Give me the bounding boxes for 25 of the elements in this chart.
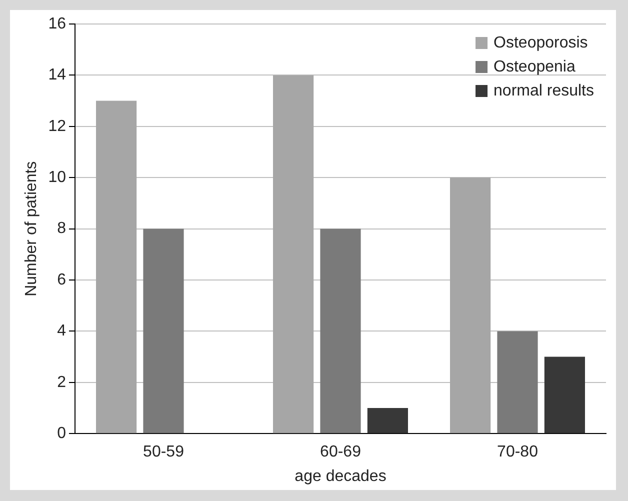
bar [544, 356, 585, 434]
y-axis-title: Number of patients [23, 161, 40, 296]
legend-label: normal results [494, 82, 594, 100]
x-tick-label: 50-59 [143, 444, 184, 461]
bar [143, 228, 184, 434]
y-tick-label: 0 [57, 425, 66, 442]
bar [273, 75, 314, 434]
y-tick-label: 8 [57, 220, 66, 238]
y-tick-label: 12 [48, 118, 66, 135]
y-tick-label: 6 [57, 271, 66, 288]
y-tick-label: 16 [48, 15, 66, 32]
y-tick-label: 2 [57, 374, 66, 391]
legend-label: Osteopenia [494, 58, 576, 76]
bar [96, 100, 137, 434]
legend-label: Osteoporosis [494, 34, 588, 52]
x-tick-label: 60-69 [320, 444, 362, 461]
y-tick-label: 10 [48, 169, 66, 186]
bar [450, 178, 491, 434]
y-tick-label: 4 [57, 322, 66, 340]
y-tick-label: 14 [48, 66, 66, 84]
bar [497, 331, 538, 434]
bar [367, 408, 408, 434]
x-axis-title: age decades [294, 468, 386, 485]
bar [320, 228, 361, 434]
x-tick-label: 70-80 [497, 444, 538, 461]
